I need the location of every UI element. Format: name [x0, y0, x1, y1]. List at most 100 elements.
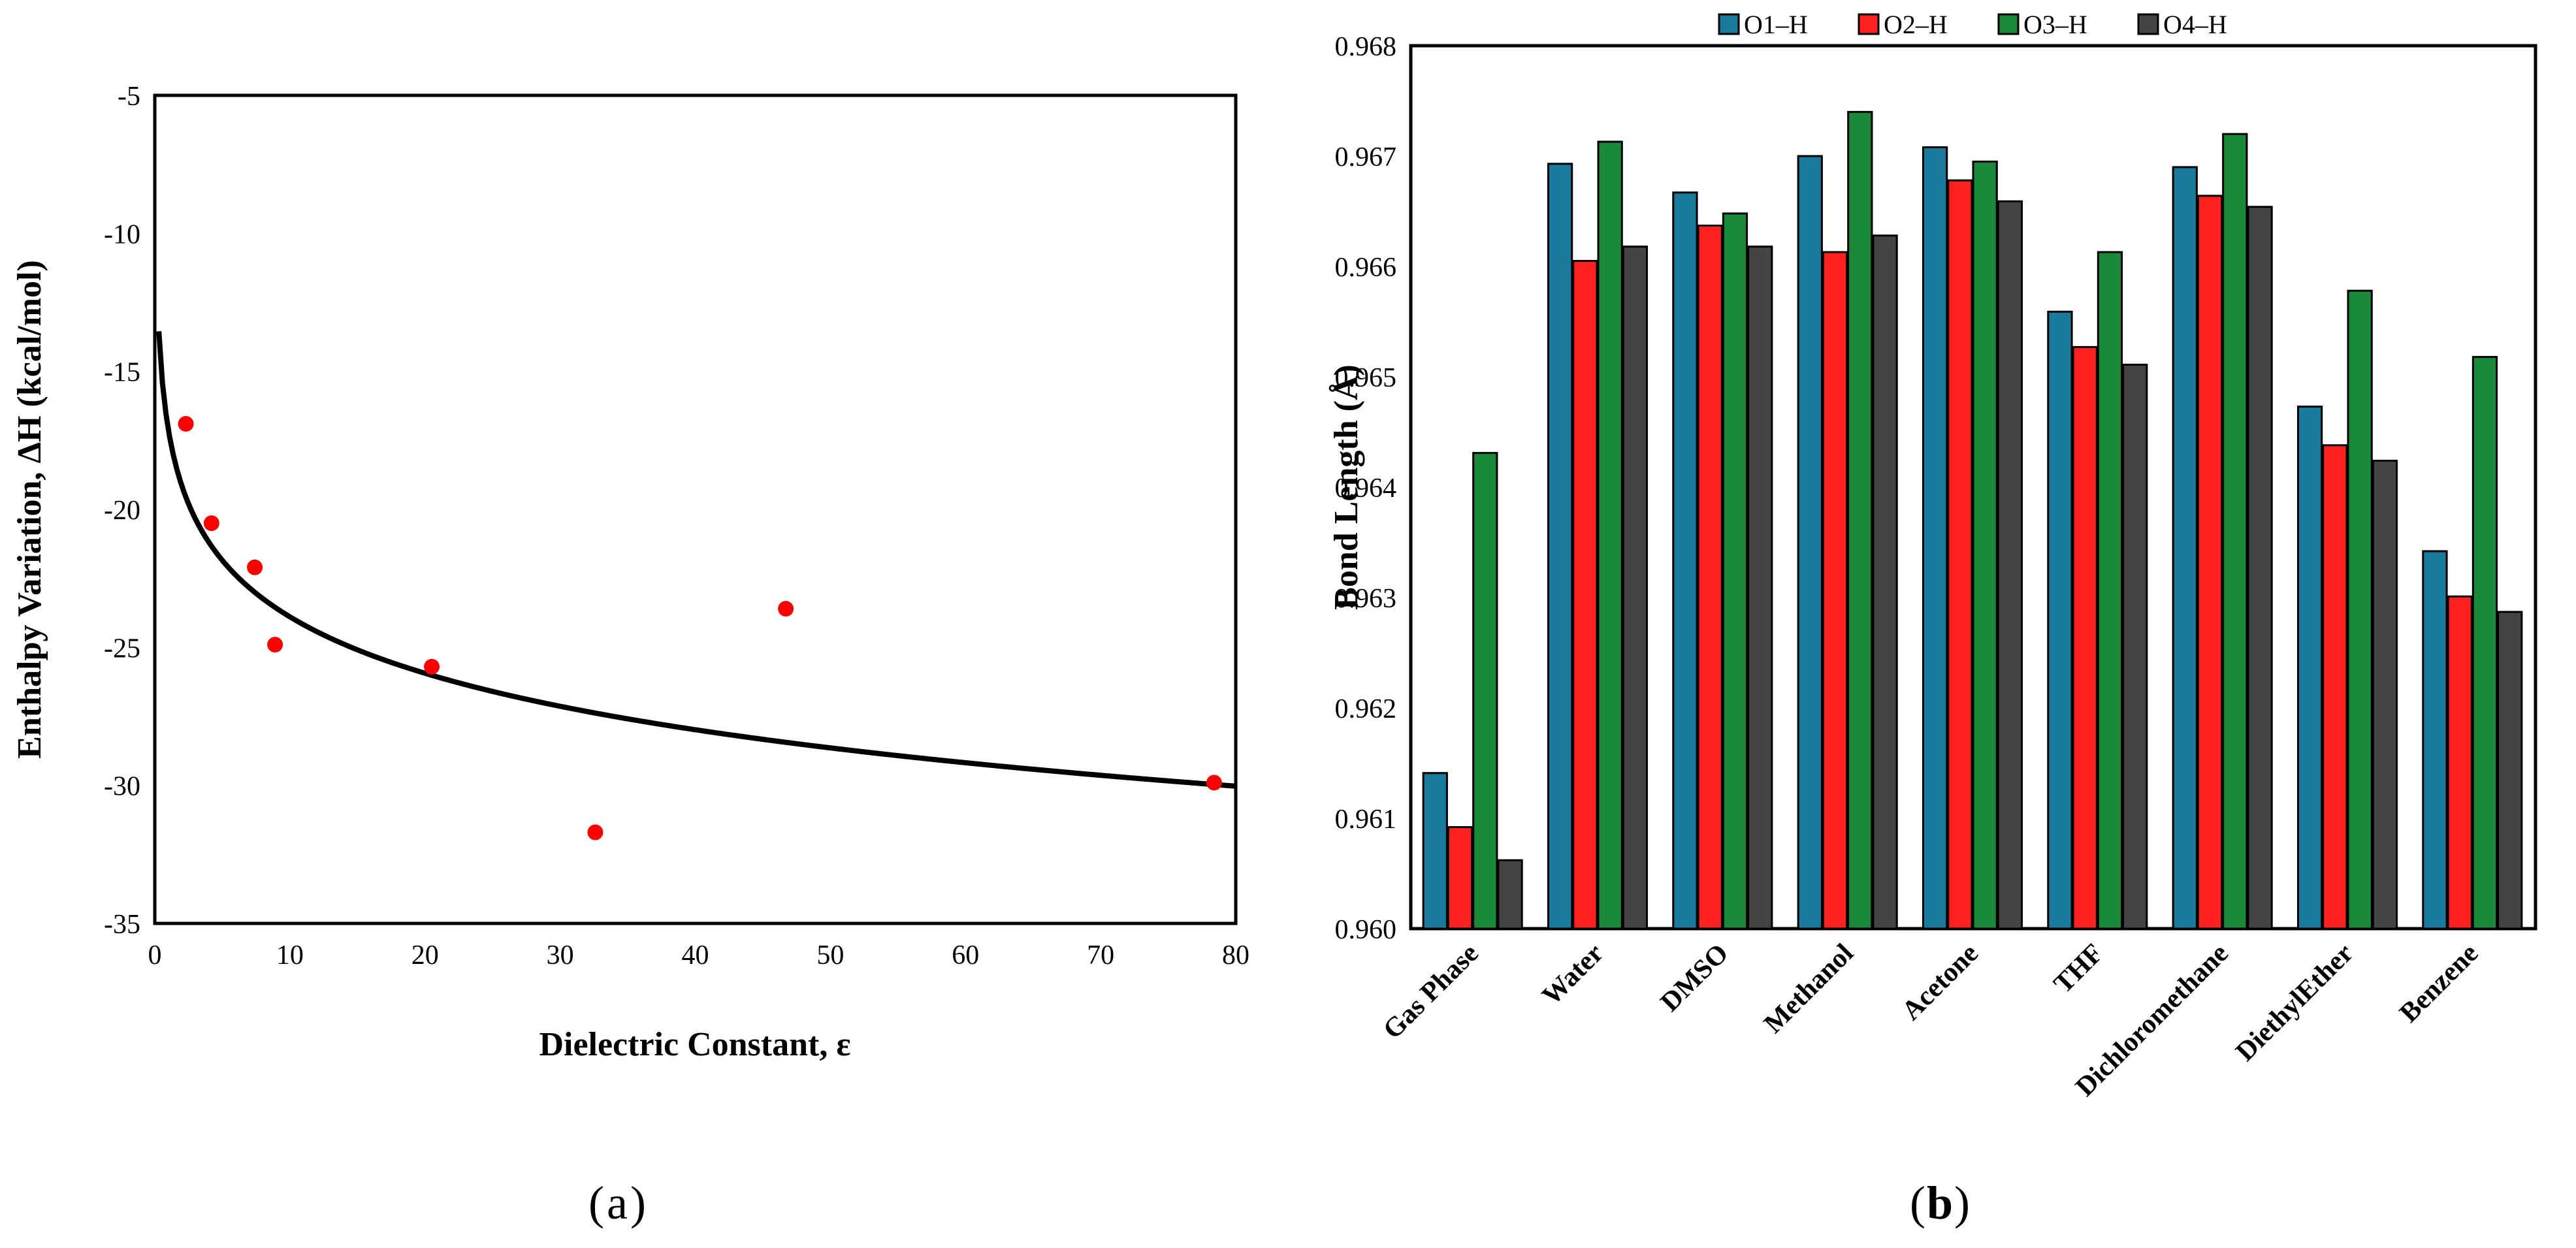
panel-a-x-tick-label: 80 — [1222, 940, 1249, 970]
panel-b-y-tick-label: 0.966 — [1335, 253, 1397, 283]
panel-b-bar — [1697, 224, 1723, 930]
panel-b-bar — [2372, 459, 2398, 930]
panel-a-x-tick-label: 30 — [547, 940, 574, 970]
panel-a-x-tick-label: 40 — [682, 940, 709, 970]
panel-b-bars — [1422, 110, 2523, 930]
panel-a-x-tick-label: 50 — [816, 940, 844, 970]
panel-b-legend-swatch — [1858, 13, 1880, 35]
panel-a-y-tick-label: -20 — [104, 496, 140, 526]
panel-a-caption: ( a ) — [588, 1177, 646, 1229]
panel-b-bar — [1572, 260, 1598, 930]
panel-b-bar — [2197, 195, 2223, 930]
panel-b-bar — [1622, 246, 1649, 930]
panel-b-bar — [2247, 206, 2273, 930]
panel-b-bar — [2422, 550, 2448, 930]
panel-b-y-tick-label: 0.967 — [1335, 142, 1397, 172]
panel-b-bar — [1922, 146, 1948, 930]
panel-b-y-tick-label: 0.962 — [1335, 694, 1397, 724]
panel-b-bar — [1447, 826, 1473, 930]
panel-b-bar — [1847, 110, 1873, 930]
panel-b-bar — [2471, 356, 2498, 930]
panel-a-data-point — [203, 515, 219, 532]
panel-b-legend-swatch — [1718, 13, 1740, 35]
panel-b-bar — [2097, 251, 2123, 930]
panel-a-x-tick-label: 0 — [148, 940, 162, 970]
panel-b-bar — [2497, 611, 2523, 930]
panel-b-caption-close: ) — [1954, 1177, 1970, 1229]
panel-a-caption-open: ( — [588, 1177, 604, 1229]
panel-b-legend-swatch — [1997, 13, 2020, 35]
panel-a-y-tick-label: -15 — [104, 358, 140, 388]
panel-a-scatter-chart: -5 -10 -15 -20 -25 -30 -35 0 10 20 30 40 50 60 70 80 D… — [11, 82, 1249, 1229]
panel-a-x-tick-labels: 0 10 20 30 40 50 60 70 80 — [148, 940, 1250, 970]
panel-a-data-point — [267, 637, 283, 653]
panel-b-y-tick-label: 0.968 — [1335, 32, 1397, 62]
panel-b-legend: O1–H O2–H O3–H O4–H — [1718, 10, 2227, 39]
panel-b-legend-label: O1–H — [1744, 10, 1808, 39]
panel-a-x-tick-label: 60 — [952, 940, 979, 970]
panel-b-category-label: Gas Phase — [1377, 938, 1485, 1046]
panel-a-data-point — [424, 658, 440, 675]
panel-b-y-tick-labels: 0.960 0.961 0.962 0.963 0.964 0.965 0.966 0.967… — [1335, 32, 1397, 945]
panel-b-bar — [2122, 363, 2148, 930]
panel-b-y-tick-label: 0.963 — [1335, 584, 1397, 614]
panel-a-caption-letter: a — [607, 1177, 628, 1229]
panel-b-bar — [1972, 160, 1998, 930]
panel-b-bar — [2047, 310, 2073, 930]
panel-b-y-tick-label: 0.960 — [1335, 915, 1397, 945]
panel-b-bar — [1422, 772, 1448, 930]
panel-b-bar — [1672, 191, 1698, 930]
panel-b-category-labels: Gas Phase Water DMSO Methanol Acetone THFDich… — [1377, 938, 2484, 1102]
panel-a-data-point — [1206, 775, 1222, 791]
panel-b-legend-label: O2–H — [1884, 10, 1948, 39]
panel-b-legend-label: O4–H — [2163, 10, 2227, 39]
panel-a-fit-curve — [156, 331, 1236, 789]
panel-a-caption-close: ) — [630, 1177, 646, 1229]
panel-b-bar — [1472, 452, 1498, 930]
panel-a-x-tick-label: 20 — [411, 940, 439, 970]
panel-b-y-tick-label: 0.964 — [1335, 473, 1397, 504]
panel-a-y-tick-label: -30 — [104, 772, 140, 802]
panel-b-bar — [1872, 234, 1898, 930]
panel-b-bar — [1947, 179, 1973, 930]
panel-b-y-tick-label: 0.965 — [1335, 363, 1397, 393]
panel-b-category-label: Benzene — [2394, 938, 2484, 1029]
panel-a-y-tick-label: -35 — [104, 910, 140, 940]
panel-b-bar — [1747, 246, 1773, 930]
panel-b-category-label: DMSO — [1655, 938, 1735, 1018]
panel-b-bar — [1997, 200, 2023, 930]
panel-a-x-axis-label: Dielectric Constant, ε — [539, 1026, 850, 1063]
panel-b-bar — [2322, 444, 2348, 930]
panel-a-x-tick-label: 10 — [276, 940, 304, 970]
panel-a-plot-frame — [153, 93, 1238, 925]
panel-a-y-tick-label: -10 — [104, 219, 140, 249]
panel-b-category-label: Water — [1536, 938, 1609, 1012]
panel-b-caption-letter: b — [1927, 1177, 1953, 1229]
panel-b-legend-label: O3–H — [2023, 10, 2087, 39]
panel-a-y-axis-label: Enthalpy Variation, ΔH (kcal/mol) — [11, 260, 48, 759]
panel-a-data-point — [587, 824, 604, 840]
panel-b-category-label: Methanol — [1758, 938, 1860, 1040]
panel-a-y-tick-label: -5 — [118, 82, 140, 112]
panel-b-category-label: THF — [2048, 938, 2110, 1000]
panel-b-legend-swatch — [2137, 13, 2159, 35]
panel-a-data-point — [178, 415, 194, 432]
panel-b-caption-open: ( — [1910, 1177, 1925, 1229]
panel-a-data-point — [247, 559, 263, 575]
panel-b-category-label: DiethylEther — [2230, 938, 2359, 1067]
panel-a-x-tick-label: 70 — [1087, 940, 1114, 970]
panel-b-bar — [2296, 406, 2323, 930]
panel-b-caption: ( b ) — [1910, 1177, 1970, 1229]
panel-b-bar — [1547, 163, 1573, 930]
panel-b-bar — [2447, 595, 2473, 930]
panel-a-y-tick-label: -25 — [104, 633, 140, 664]
panel-b-bar — [1497, 859, 1523, 930]
panel-b-bar — [2172, 166, 2198, 930]
panel-b-bar — [2222, 133, 2248, 930]
panel-b-bar — [1722, 212, 1748, 930]
panel-b-bar — [2072, 345, 2098, 930]
panel-b-y-axis-label: Bond Length (Å) — [1328, 364, 1365, 610]
panel-b-bar — [2347, 289, 2373, 930]
panel-b-category-label: Acetone — [1896, 938, 1984, 1027]
